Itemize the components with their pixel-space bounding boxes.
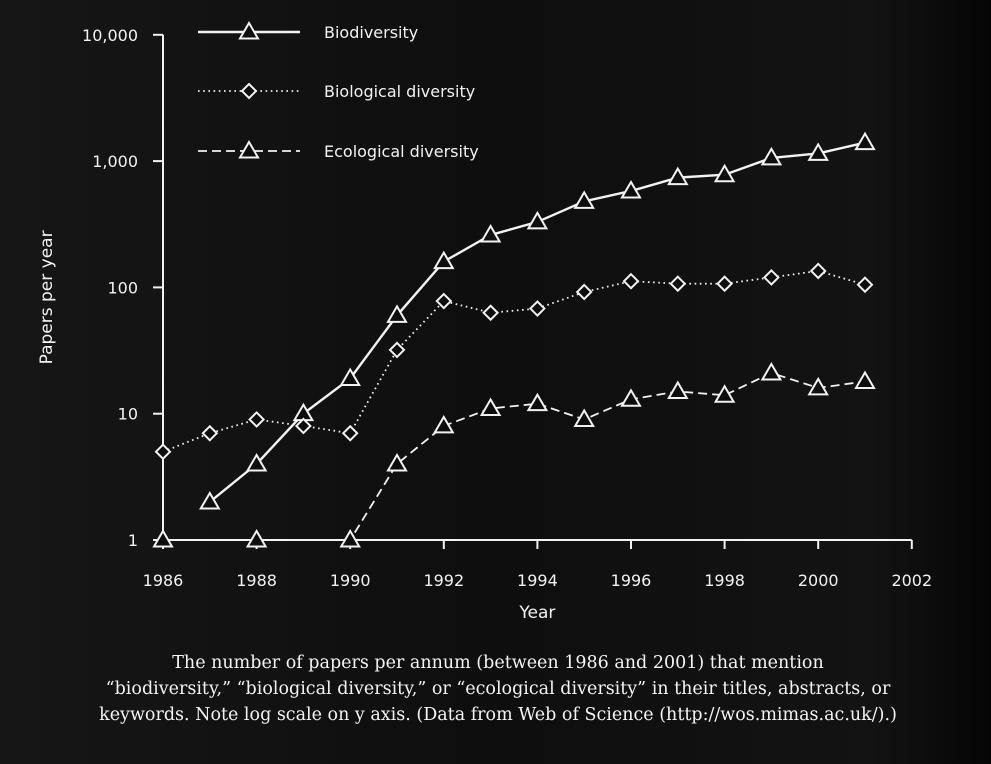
- biodiversity-point: [854, 131, 876, 151]
- ecological-diversity-point: [573, 408, 595, 427]
- legend: Biodiversity Biological diversity Ecologic…: [198, 21, 479, 161]
- y-tick-label: 10,000: [82, 26, 138, 45]
- biodiversity-point: [807, 142, 829, 161]
- ecological-diversity-point: [854, 370, 876, 389]
- biological-diversity-point: [716, 275, 734, 293]
- ecological-diversity-line: [163, 372, 866, 541]
- caption-line-2: “biodiversity,” “biological diversity,” …: [105, 679, 891, 699]
- biological-diversity-point: [154, 443, 172, 461]
- x-tick-label: 1986: [143, 571, 184, 590]
- y-tick-label: 1,000: [92, 152, 138, 171]
- biological-diversity-point: [622, 272, 640, 290]
- biological-diversity-line: [162, 270, 866, 453]
- caption-line-1: The number of papers per annum (between …: [172, 653, 824, 673]
- y-tick-label: 10: [118, 405, 138, 424]
- series-biodiversity: [199, 131, 876, 510]
- x-tick-label: 1994: [517, 571, 558, 590]
- biological-diversity-point: [435, 292, 453, 310]
- x-tick-label: 2002: [891, 571, 932, 590]
- biodiversity-point: [573, 190, 595, 209]
- biological-diversity-point: [248, 411, 266, 428]
- biological-diversity-point: [341, 424, 359, 442]
- legend-label-ecological-diversity: Ecological diversity: [324, 142, 479, 161]
- legend-marker-biological-diversity: [240, 82, 258, 100]
- ecological-diversity-point: [667, 380, 689, 399]
- biodiversity-point: [433, 250, 455, 270]
- biodiversity-point: [386, 304, 408, 323]
- ecological-diversity-point: [245, 529, 268, 548]
- biological-diversity-point: [528, 300, 546, 317]
- biological-diversity-point: [294, 417, 312, 435]
- ecological-diversity-point: [339, 529, 361, 548]
- biodiversity-point: [199, 490, 221, 510]
- x-tick-label: 1996: [611, 571, 652, 590]
- biodiversity-point: [760, 146, 783, 166]
- biological-diversity-point: [809, 262, 827, 280]
- ecological-diversity-point: [526, 392, 549, 412]
- ecological-diversity-point: [433, 414, 455, 434]
- ecological-diversity-point: [807, 376, 829, 396]
- caption-line-3: keywords. Note log scale on y axis. (Dat…: [99, 705, 897, 725]
- y-tick-label: 100: [107, 278, 138, 297]
- biodiversity-line: [209, 141, 866, 503]
- biological-diversity-point: [575, 283, 593, 301]
- y-axis-title: Papers per year: [37, 230, 57, 364]
- biological-diversity-point: [388, 341, 406, 359]
- series-ecological-diversity: [152, 362, 876, 548]
- y-tick-label: 1: [128, 531, 138, 550]
- biodiversity-point: [620, 179, 642, 199]
- biological-diversity-point: [669, 275, 687, 293]
- series-biological-diversity: [154, 262, 874, 461]
- biodiversity-point: [526, 210, 549, 230]
- series-group: [152, 131, 876, 548]
- ecological-diversity-point: [152, 529, 174, 548]
- biodiversity-point: [713, 163, 736, 183]
- biological-diversity-point: [201, 424, 219, 442]
- biodiversity-point: [339, 367, 361, 386]
- ecological-diversity-point: [479, 397, 502, 416]
- legend-label-biodiversity: Biodiversity: [324, 23, 418, 42]
- ecological-diversity-point: [620, 388, 642, 407]
- legend-item-biodiversity: Biodiversity: [198, 21, 418, 42]
- x-tick-label: 1998: [704, 571, 745, 590]
- x-tick-label: 1992: [423, 571, 464, 590]
- legend-item-ecological-diversity: Ecological diversity: [198, 140, 479, 161]
- x-axis-title: Year: [518, 603, 555, 623]
- biodiversity-point: [245, 452, 268, 472]
- ecological-diversity-point: [386, 452, 408, 472]
- legend-label-biological-diversity: Biological diversity: [324, 82, 475, 101]
- biological-diversity-point: [762, 268, 780, 286]
- legend-item-biological-diversity: Biological diversity: [198, 82, 475, 101]
- legend-marker-biodiversity: [238, 21, 260, 40]
- x-tick-label: 1988: [236, 571, 277, 590]
- x-tick-label: 2000: [798, 571, 839, 590]
- biological-diversity-point: [856, 276, 874, 294]
- biodiversity-point: [479, 223, 502, 243]
- biodiversity-point: [667, 166, 689, 186]
- legend-marker-ecological-diversity: [238, 140, 260, 159]
- axes: 1 10 100 1,000 10,000 1986 1988 1990 1992 1994 199…: [37, 26, 932, 623]
- ecological-diversity-point: [760, 362, 783, 381]
- ecological-diversity-point: [713, 384, 736, 403]
- biological-diversity-point: [482, 304, 500, 322]
- x-tick-label: 1990: [330, 571, 371, 590]
- figure-caption: The number of papers per annum (between …: [8, 650, 988, 728]
